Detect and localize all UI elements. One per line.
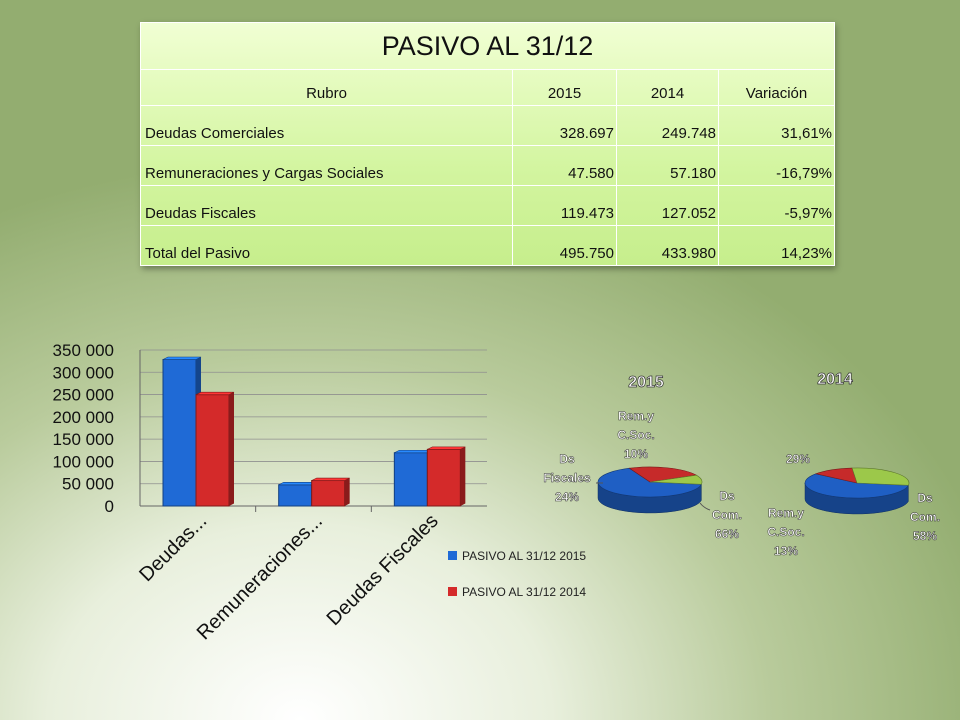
cell-2015: 119.473 bbox=[512, 185, 617, 226]
cell-rubro: Remuneraciones y Cargas Sociales bbox=[140, 145, 513, 186]
pie-pct-label: 24% bbox=[555, 490, 579, 504]
cell-rubro: Total del Pasivo bbox=[140, 225, 513, 266]
header-variacion: Variación bbox=[717, 69, 836, 106]
cell-rubro: Deudas Fiscales bbox=[140, 185, 513, 226]
cell-2014: 433.980 bbox=[616, 225, 719, 266]
cell-variacion: -16,79% bbox=[717, 145, 836, 186]
y-tick-label: 200 000 bbox=[53, 408, 114, 427]
pie-slice-label: C.Soc. bbox=[767, 525, 804, 539]
pie-slice-label: Com. bbox=[910, 510, 940, 524]
y-tick-label: 350 000 bbox=[53, 341, 114, 360]
pie-slice bbox=[851, 467, 910, 486]
cell-variacion: 31,61% bbox=[717, 105, 836, 146]
y-tick-label: 0 bbox=[105, 497, 114, 516]
pie-pct-label: 58% bbox=[913, 529, 937, 543]
legend-item-2014: PASIVO AL 31/12 2014 bbox=[448, 584, 588, 601]
bar bbox=[426, 448, 461, 507]
y-tick-label: 150 000 bbox=[53, 430, 114, 449]
pie-slice-label: Fiscales bbox=[543, 471, 591, 485]
y-tick-label: 100 000 bbox=[53, 452, 114, 471]
bar-legend: PASIVO AL 31/12 2015 PASIVO AL 31/12 201… bbox=[448, 548, 588, 620]
legend-swatch-2014 bbox=[448, 587, 457, 596]
header-2015: 2015 bbox=[512, 69, 617, 106]
bar-side bbox=[229, 392, 234, 506]
cell-variacion: 14,23% bbox=[717, 225, 836, 266]
bar-side bbox=[460, 446, 466, 506]
pie-slice-label: Ds bbox=[917, 491, 933, 505]
y-tick-label: 50 000 bbox=[62, 475, 114, 494]
bar bbox=[162, 358, 197, 507]
legend-label-2014: PASIVO AL 31/12 2014 bbox=[462, 585, 587, 599]
leader-line bbox=[699, 502, 711, 511]
legend-label-2015: PASIVO AL 31/12 2015 bbox=[462, 549, 587, 563]
table-row: Deudas Comerciales 328.697 249.748 31,61… bbox=[140, 105, 836, 146]
cell-variacion: -5,97% bbox=[717, 185, 836, 226]
pie-slice bbox=[628, 466, 698, 483]
pie-slice-label: Ds bbox=[719, 489, 735, 503]
pie-slice bbox=[804, 473, 909, 499]
cell-rubro: Deudas Comerciales bbox=[140, 105, 513, 146]
cell-2015: 47.580 bbox=[512, 145, 617, 186]
pie-slice bbox=[597, 467, 702, 498]
pie-slice-label: Ds bbox=[559, 452, 575, 466]
pie-slice-label: C.Soc. bbox=[617, 428, 654, 442]
y-tick-label: 250 000 bbox=[53, 386, 114, 405]
pie-title: 2015 bbox=[628, 374, 664, 391]
bar-side bbox=[344, 478, 350, 506]
table-row: Deudas Fiscales 119.473 127.052 -5,97% bbox=[140, 185, 836, 226]
legend-item-2015: PASIVO AL 31/12 2015 bbox=[448, 548, 588, 565]
pie-slice-label: Rem.y bbox=[768, 506, 804, 520]
pie-slice-label: Com. bbox=[712, 508, 742, 522]
pie-slice bbox=[649, 474, 703, 485]
table-row: Total del Pasivo 495.750 433.980 14,23% bbox=[140, 225, 836, 266]
pie-pct-label: 10% bbox=[624, 447, 648, 461]
y-tick-label: 300 000 bbox=[53, 363, 114, 382]
pie-pct-label: 29% bbox=[786, 452, 810, 466]
cell-2015: 495.750 bbox=[512, 225, 617, 266]
pie-slice-label: Rem.y bbox=[618, 409, 654, 423]
liabilities-table: PASIVO AL 31/12 Rubro 2015 2014 Variació… bbox=[139, 22, 836, 266]
pie-title: 2014 bbox=[817, 371, 853, 388]
table-title: PASIVO AL 31/12 bbox=[139, 22, 836, 70]
pie-pct-label: 66% bbox=[715, 527, 739, 541]
table-row: Remuneraciones y Cargas Sociales 47.580 … bbox=[140, 145, 836, 186]
pie-pct-label: 13% bbox=[774, 544, 798, 558]
legend-swatch-2015 bbox=[448, 551, 457, 560]
